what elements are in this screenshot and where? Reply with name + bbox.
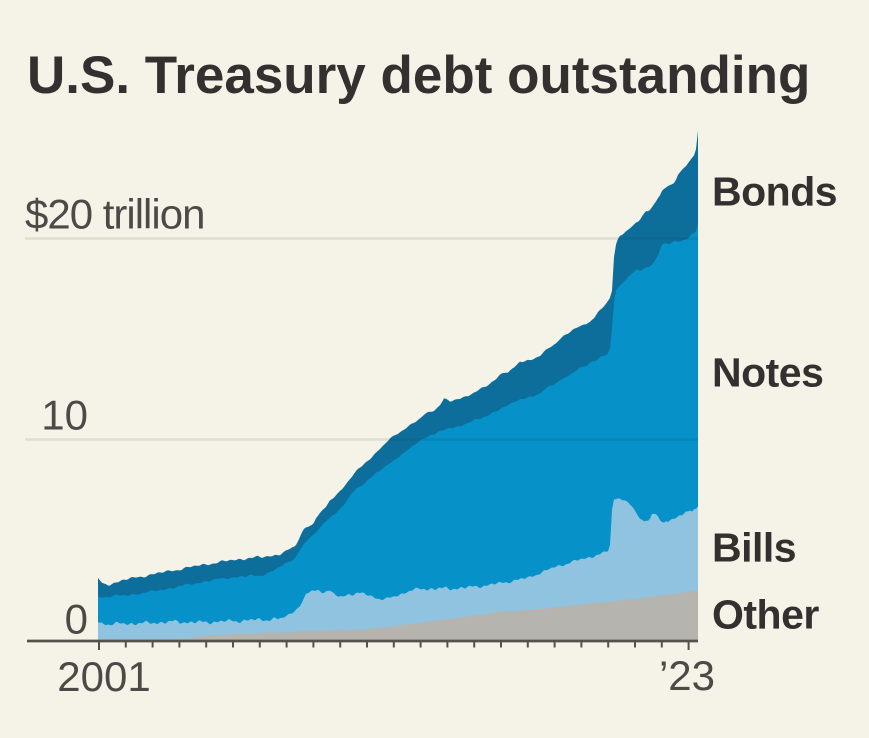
svg-text:Bills: Bills [712,525,796,571]
svg-text:’23: ’23 [659,652,715,699]
svg-text:Other: Other [712,592,819,638]
svg-text:0: 0 [65,596,88,643]
svg-text:Bonds: Bonds [712,169,837,215]
svg-text:U.S. Treasury debt outstanding: U.S. Treasury debt outstanding [27,46,810,105]
svg-text:$20 trillion: $20 trillion [25,191,204,238]
svg-text:Notes: Notes [712,350,823,396]
svg-text:2001: 2001 [57,653,150,700]
svg-text:10: 10 [41,392,88,439]
